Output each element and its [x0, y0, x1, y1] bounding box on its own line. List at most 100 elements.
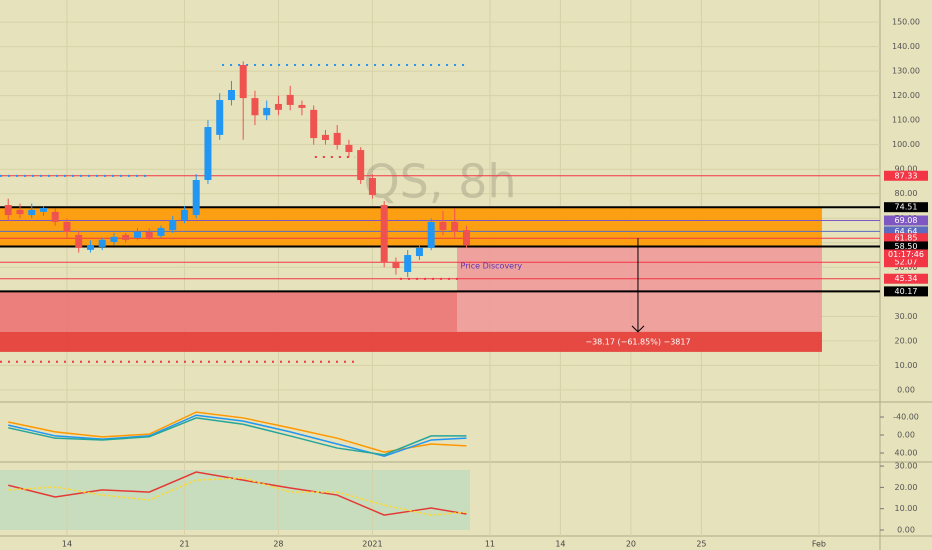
level-label: 40.17	[895, 287, 918, 296]
candle-body	[51, 211, 59, 222]
level-tag	[884, 233, 928, 244]
candle-body	[204, 127, 212, 180]
candle-body	[39, 207, 47, 212]
candle-body	[404, 255, 412, 272]
countdown-tag	[884, 249, 928, 260]
y-tick-label: 90.00	[895, 165, 918, 174]
level-tag	[884, 286, 928, 297]
level-label: 74.51	[895, 203, 918, 212]
indicator-line	[8, 471, 467, 516]
candle-body	[427, 221, 435, 248]
watermark: QS, 8h	[363, 155, 516, 209]
candle-body	[86, 244, 94, 250]
candle-body	[4, 205, 12, 216]
y-tick-label: 20.00	[895, 483, 918, 492]
candle-body	[145, 231, 153, 238]
candle-body	[192, 179, 200, 216]
y-tick-label: 30.00	[895, 462, 918, 471]
x-tick-label: 28	[273, 540, 283, 549]
countdown: 01:17:46	[888, 250, 924, 259]
x-tick-label: 21	[179, 540, 189, 549]
level-label: 69.08	[895, 216, 918, 225]
candle-body	[392, 261, 400, 269]
candle-body	[274, 103, 282, 110]
level-label: 45.34	[895, 274, 918, 283]
level-tag	[884, 241, 928, 252]
y-tick-label: 140.00	[892, 42, 920, 51]
zone	[0, 331, 822, 352]
zone	[457, 246, 822, 332]
y-tick-label: 10.00	[895, 504, 918, 513]
candle-body	[169, 219, 177, 231]
indicator-line	[8, 411, 467, 453]
measure-label: −38.17 (−61.85%) −3817	[585, 337, 690, 346]
candle-body	[98, 239, 106, 247]
y-tick-label: 130.00	[892, 67, 920, 76]
y-tick-label: 150.00	[892, 18, 920, 27]
candle-body	[357, 150, 365, 180]
level-label: 58.50	[895, 242, 918, 251]
candle-body	[63, 221, 71, 232]
annotation: Price Discovery	[461, 262, 523, 271]
candle-body	[263, 107, 271, 116]
candle-body	[310, 109, 318, 139]
candle-body	[16, 209, 24, 215]
candle-body	[122, 234, 130, 240]
x-tick-label: 2021	[362, 540, 382, 549]
candle-body	[439, 221, 447, 231]
level-tag	[884, 226, 928, 237]
candle-body	[239, 64, 247, 99]
level-tag	[884, 202, 928, 213]
x-tick-label: Feb	[812, 540, 826, 549]
zone	[0, 207, 822, 247]
zone	[0, 291, 458, 332]
indicator-line	[8, 417, 467, 456]
candle-body	[286, 94, 294, 105]
x-tick-label: 14	[62, 540, 72, 549]
candle-body	[333, 132, 341, 145]
level-tag	[884, 273, 928, 284]
y-tick-label: -40.00	[893, 413, 919, 422]
candle-body	[345, 144, 353, 153]
y-tick-label: 50.00	[895, 263, 918, 272]
x-tick-label: 11	[485, 540, 495, 549]
candle-body	[216, 100, 224, 135]
indicator-shade	[0, 470, 470, 530]
candle-body	[462, 230, 470, 245]
indicator-line	[8, 477, 467, 516]
candle-body	[110, 236, 118, 243]
x-tick-label: 20	[626, 540, 636, 549]
candle-body	[157, 228, 165, 236]
x-tick-label: 14	[555, 540, 565, 549]
y-tick-label: 10.00	[895, 361, 918, 370]
candle-body	[415, 247, 423, 257]
level-label: 52.07	[895, 258, 918, 267]
candle-body	[28, 209, 36, 216]
y-tick-label: 120.00	[892, 91, 920, 100]
y-tick-label: 100.00	[892, 140, 920, 149]
arrow-head	[631, 325, 645, 333]
candle-body	[251, 98, 259, 116]
y-tick-label: 80.00	[895, 189, 918, 198]
x-tick-label: 25	[696, 540, 706, 549]
y-tick-label: 30.00	[895, 312, 918, 321]
candle-body	[180, 209, 188, 220]
level-tag	[884, 257, 928, 268]
y-tick-label: 0.00	[897, 526, 915, 535]
candle-body	[298, 104, 306, 108]
y-tick-label: 0.00	[897, 431, 915, 440]
candle-body	[451, 221, 459, 232]
candle-body	[227, 89, 235, 101]
y-tick-label: 0.00	[897, 385, 915, 394]
level-label: 64.64	[895, 227, 918, 236]
candle-body	[75, 234, 83, 248]
indicator-line	[8, 414, 467, 457]
y-tick-label: 20.00	[895, 336, 918, 345]
level-label: 61.85	[895, 234, 918, 243]
candle-body	[321, 134, 329, 141]
candle-body	[380, 205, 388, 262]
candle-body	[368, 178, 376, 195]
level-label: 87.33	[895, 171, 918, 180]
